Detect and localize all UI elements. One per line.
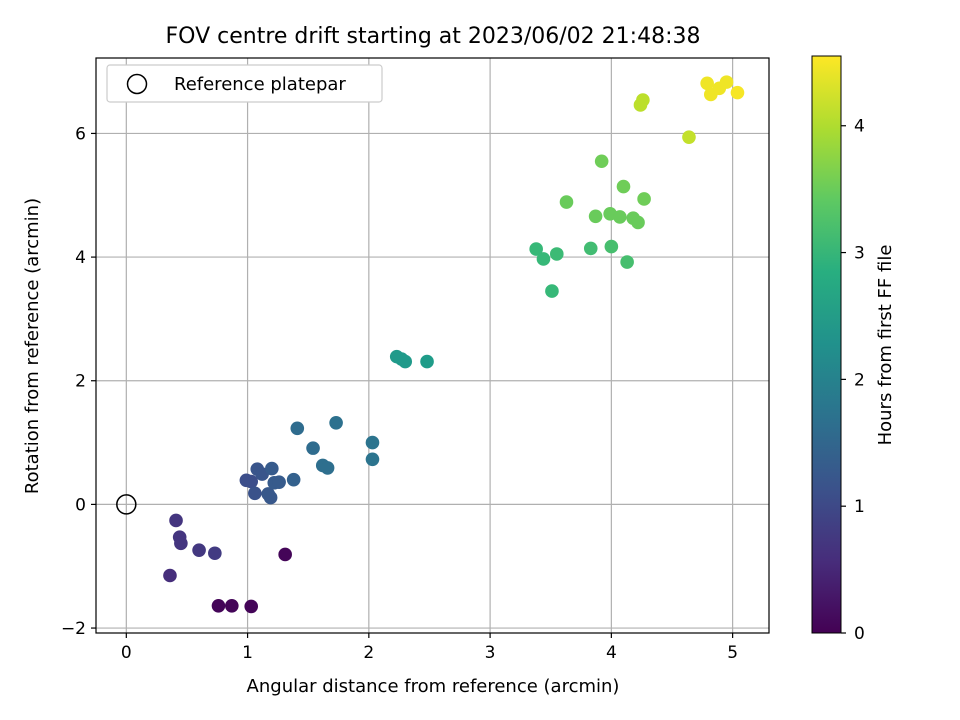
- data-point: [545, 284, 559, 298]
- data-point: [583, 241, 598, 256]
- x-tick-label: 0: [121, 643, 132, 663]
- data-point: [286, 472, 301, 487]
- x-axis-label: Angular distance from reference (arcmin): [247, 676, 620, 697]
- colorbar-tick-label: 1: [854, 497, 865, 517]
- colorbar: 0 1 2 3 4 Hours from first FF file: [811, 55, 896, 644]
- y-tick-label: 6: [75, 124, 86, 144]
- colorbar-ticks: 0 1 2 3 4: [841, 117, 865, 644]
- chart-title: FOV centre drift starting at 2023/06/02 …: [166, 24, 701, 49]
- data-point: [529, 242, 543, 256]
- reference-marker: [116, 494, 137, 515]
- data-points: [163, 75, 745, 614]
- x-tick-label: 3: [485, 643, 496, 663]
- colorbar-tick-label: 4: [854, 117, 865, 137]
- y-axis-ticks: −2 0 2 4 6: [61, 124, 96, 639]
- y-tick-label: 4: [75, 248, 86, 268]
- data-point: [329, 415, 343, 430]
- data-point: [365, 452, 380, 467]
- legend-label: Reference platepar: [174, 74, 346, 95]
- data-point: [211, 598, 226, 613]
- colorbar-tick-label: 2: [854, 370, 865, 390]
- plot-frame: [95, 57, 770, 634]
- data-point: [248, 486, 262, 501]
- data-point: [169, 513, 183, 528]
- data-point: [272, 475, 286, 489]
- data-point: [636, 93, 650, 107]
- x-tick-label: 5: [727, 643, 738, 663]
- data-point: [208, 546, 222, 561]
- data-point: [265, 461, 279, 476]
- data-point: [616, 179, 631, 194]
- data-point: [594, 154, 609, 169]
- data-point: [730, 85, 745, 100]
- data-point: [306, 441, 320, 455]
- data-point: [320, 461, 335, 475]
- data-point: [244, 474, 259, 489]
- y-tick-label: 0: [75, 495, 86, 515]
- y-tick-label: −2: [61, 619, 86, 639]
- data-point: [719, 75, 734, 89]
- colorbar-gradient: [811, 55, 842, 634]
- plot-background: [96, 58, 769, 633]
- data-point: [278, 547, 292, 562]
- data-point: [604, 239, 619, 254]
- plot-area: 0 1 2 3 4 5 −2 0 2 4 6: [61, 57, 770, 663]
- x-tick-label: 2: [363, 643, 374, 663]
- legend-marker-icon: [126, 73, 148, 95]
- data-point: [620, 255, 634, 269]
- legend-box: [106, 64, 383, 103]
- data-point: [290, 421, 305, 436]
- data-point: [398, 354, 413, 369]
- x-tick-label: 1: [242, 643, 253, 663]
- legend: Reference platepar: [106, 64, 383, 103]
- data-point: [637, 192, 651, 206]
- data-point: [225, 598, 239, 613]
- grid: [96, 58, 769, 633]
- y-axis-label: Rotation from reference (arcmin): [22, 198, 43, 494]
- data-point: [682, 130, 696, 144]
- data-point: [588, 209, 603, 224]
- data-point: [700, 76, 714, 91]
- data-point: [192, 543, 206, 557]
- data-point: [244, 599, 259, 614]
- data-point: [365, 435, 380, 450]
- data-point: [536, 252, 551, 266]
- data-point: [559, 195, 574, 209]
- data-point: [420, 354, 434, 369]
- data-point: [174, 536, 188, 551]
- data-point: [549, 247, 564, 261]
- colorbar-label: Hours from first FF file: [875, 245, 896, 446]
- data-point: [263, 490, 278, 505]
- y-tick-label: 2: [75, 372, 86, 392]
- data-point: [613, 210, 627, 224]
- data-point: [631, 215, 645, 230]
- data-point: [163, 568, 177, 583]
- colorbar-tick-label: 3: [854, 244, 865, 264]
- x-axis-ticks: 0 1 2 3 4 5: [121, 633, 738, 663]
- x-tick-label: 4: [606, 643, 617, 663]
- colorbar-tick-label: 0: [854, 624, 865, 644]
